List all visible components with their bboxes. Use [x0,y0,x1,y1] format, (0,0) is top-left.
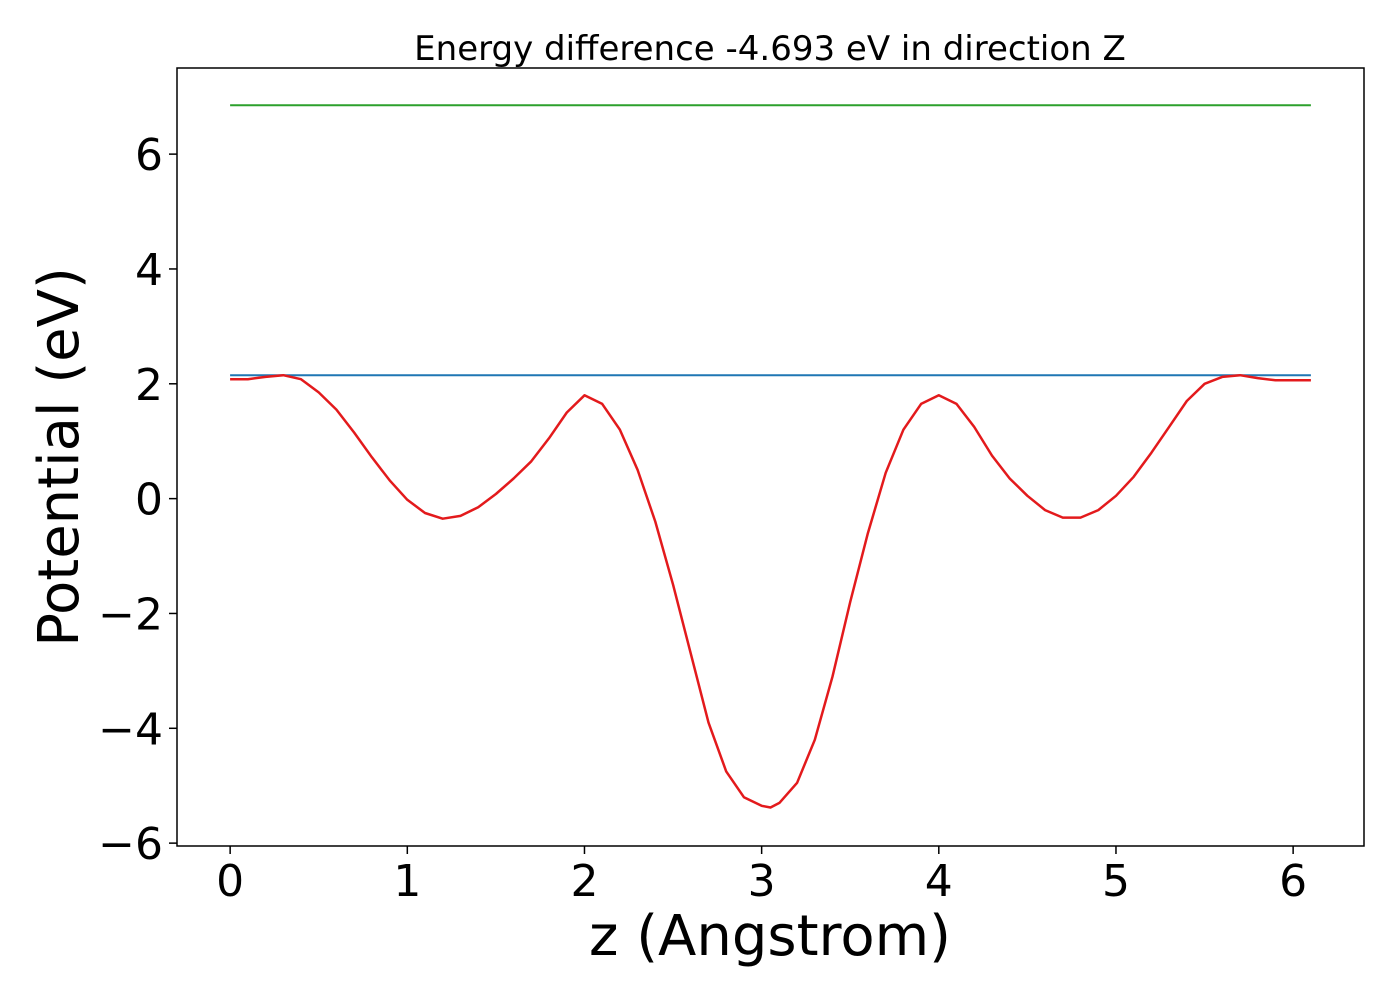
y-tick-label: 4 [135,245,163,296]
x-tick-label: 4 [925,856,953,907]
plot-frame [176,67,1365,847]
x-tick-label: 5 [1102,856,1130,907]
y-tick-label: −2 [98,589,163,640]
x-tick-label: 1 [393,856,421,907]
x-axis-label: z (Angstrom) [589,904,951,969]
x-tick-label: 6 [1279,856,1307,907]
y-tick-label: 6 [135,130,163,181]
y-axis: −6 −4 −2 0 2 4 6 [98,130,177,870]
y-tick-label: 0 [135,475,163,526]
x-tick-label: 0 [216,856,244,907]
y-tick-label: 2 [135,360,163,411]
series-line-2 [230,373,1311,809]
x-tick-label: 3 [748,856,776,907]
plot-area [230,104,1311,809]
y-tick-label: −4 [98,704,163,755]
x-axis: 0 1 2 3 4 5 6 [216,846,1307,907]
chart-title: Energy difference -4.693 eV in direction… [414,29,1126,69]
y-axis-label: Potential (eV) [27,267,92,647]
x-tick-label: 2 [570,856,598,907]
y-tick-label: −6 [98,819,163,870]
